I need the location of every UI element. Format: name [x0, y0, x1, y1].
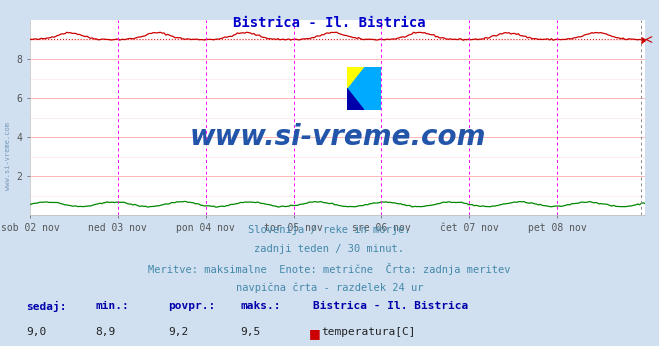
Text: navpična črta - razdelek 24 ur: navpična črta - razdelek 24 ur	[236, 282, 423, 293]
Text: www.si-vreme.com: www.si-vreme.com	[189, 123, 486, 151]
Text: povpr.:: povpr.:	[168, 301, 215, 311]
Text: zadnji teden / 30 minut.: zadnji teden / 30 minut.	[254, 244, 405, 254]
Text: ■: ■	[308, 327, 320, 340]
Text: Meritve: maksimalne  Enote: metrične  Črta: zadnja meritev: Meritve: maksimalne Enote: metrične Črta…	[148, 263, 511, 275]
Text: sedaj:: sedaj:	[26, 301, 67, 312]
Text: 8,9: 8,9	[96, 327, 116, 337]
Text: Bistrica - Il. Bistrica: Bistrica - Il. Bistrica	[313, 301, 469, 311]
Text: 9,5: 9,5	[241, 327, 261, 337]
Text: maks.:: maks.:	[241, 301, 281, 311]
Text: 9,2: 9,2	[168, 327, 188, 337]
Text: 9,0: 9,0	[26, 327, 47, 337]
Text: temperatura[C]: temperatura[C]	[321, 327, 415, 337]
Text: www.si-vreme.com: www.si-vreme.com	[5, 122, 11, 190]
Text: Slovenija / reke in morje.: Slovenija / reke in morje.	[248, 225, 411, 235]
Text: Bistrica - Il. Bistrica: Bistrica - Il. Bistrica	[233, 16, 426, 29]
Text: min.:: min.:	[96, 301, 129, 311]
